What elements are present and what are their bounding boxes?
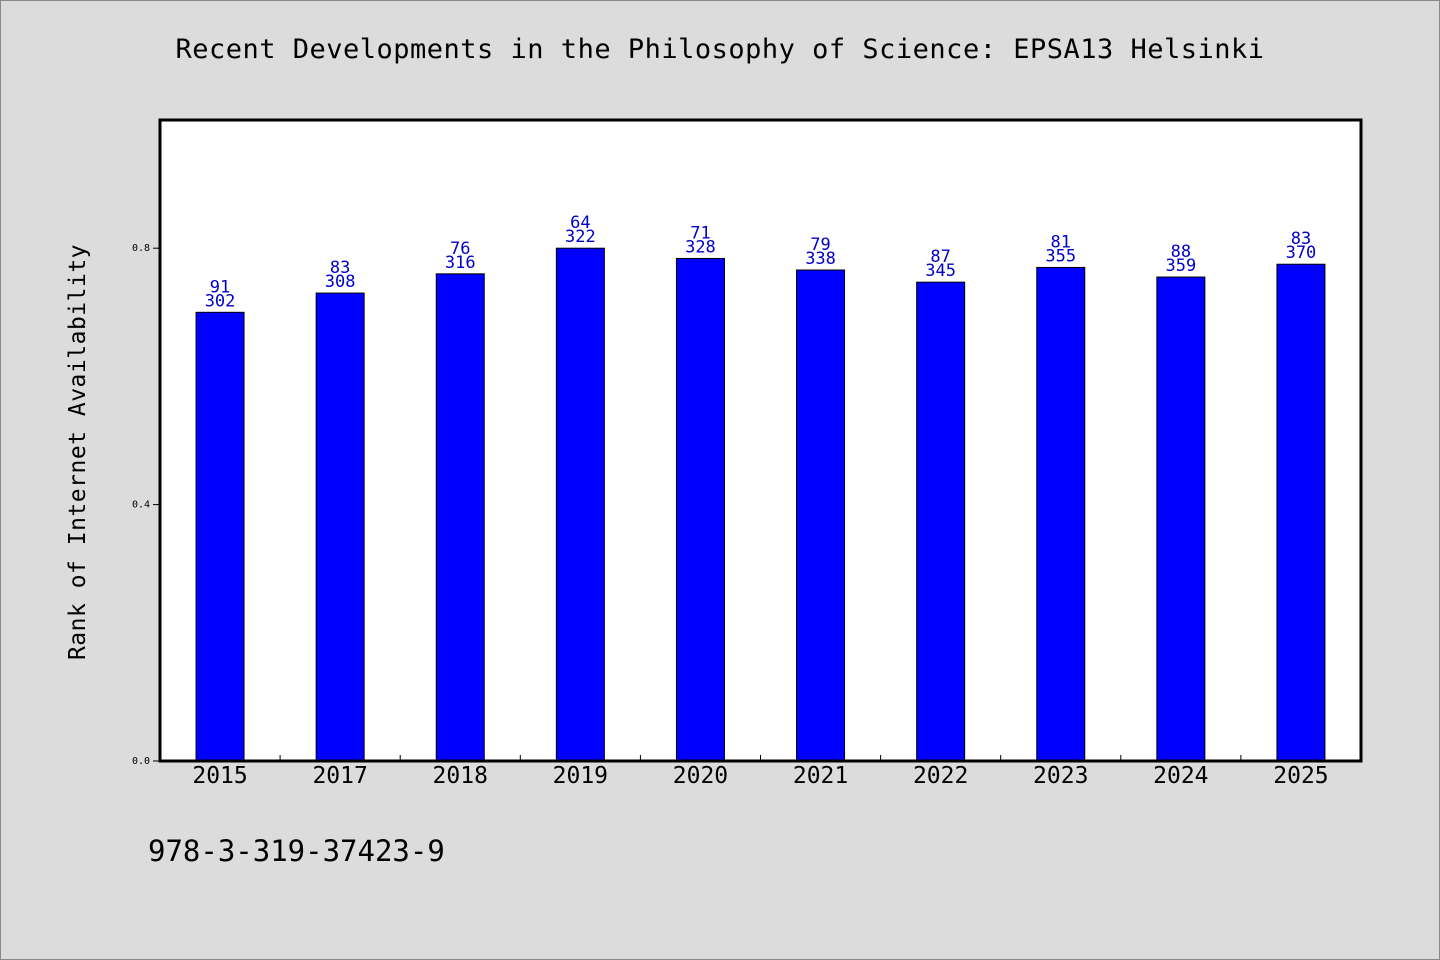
bar-label-top: 81 [1051, 232, 1071, 252]
y-axis-label: Rank of Internet Availability [65, 243, 91, 661]
y-tick-label: 0.0 [132, 756, 150, 767]
bar [1156, 276, 1206, 762]
bar-label-bottom: 308 [325, 272, 356, 292]
bar-label-top: 87 [930, 247, 950, 267]
y-tick-label: 0.8 [132, 243, 150, 254]
x-tick-label: 2022 [913, 763, 968, 789]
plot-frame [158, 118, 1363, 763]
bar-label-top: 83 [330, 258, 350, 278]
bar-label-top: 79 [810, 235, 830, 255]
bar [1036, 266, 1086, 762]
bar-label-bottom: 302 [205, 291, 236, 311]
bar-label-bottom: 355 [1045, 246, 1076, 266]
x-tick-label: 2025 [1273, 763, 1328, 789]
x-tick-label: 2018 [433, 763, 488, 789]
bar-label-bottom: 370 [1286, 243, 1317, 263]
bar-label-top: 64 [570, 213, 590, 233]
isbn-footer: 978-3-319-37423-9 [148, 834, 445, 868]
x-tick-label: 2017 [312, 763, 367, 789]
bar-label-top: 91 [210, 277, 230, 297]
bar [315, 292, 365, 762]
bar-label-top: 83 [1291, 229, 1311, 249]
chart-title: Recent Developments in the Philosophy of… [175, 34, 1265, 65]
bar-label-bottom: 328 [685, 237, 716, 257]
bar [1276, 263, 1326, 762]
bar [435, 273, 485, 762]
bar-label-top: 71 [690, 223, 710, 243]
bar [796, 269, 846, 762]
x-tick-label: 2015 [192, 763, 247, 789]
bar [195, 311, 245, 762]
bar-label-bottom: 345 [925, 261, 956, 281]
bar-label-bottom: 359 [1165, 256, 1196, 276]
x-tick-label: 2021 [793, 763, 848, 789]
x-tick-label: 2024 [1153, 763, 1208, 789]
x-tick-label: 2019 [553, 763, 608, 789]
bar-label-top: 76 [450, 239, 470, 259]
y-tick-label: 0.4 [132, 500, 150, 511]
x-tick-label: 2020 [673, 763, 728, 789]
bar [555, 247, 605, 762]
bar-label-bottom: 322 [565, 227, 596, 247]
bar-label-bottom: 338 [805, 249, 836, 269]
x-tick-label: 2023 [1033, 763, 1088, 789]
bar [675, 257, 725, 762]
bar-label-bottom: 316 [445, 253, 476, 273]
bar-label-top: 88 [1171, 242, 1191, 262]
bar [916, 281, 966, 762]
